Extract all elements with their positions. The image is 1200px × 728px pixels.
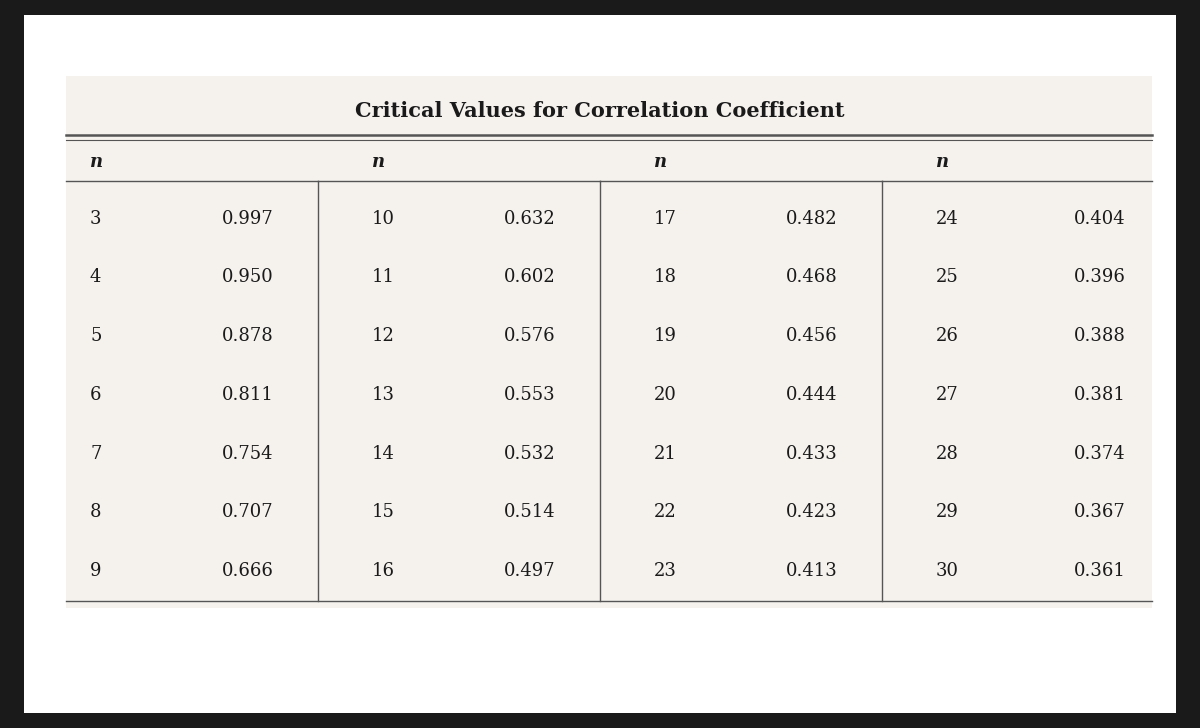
Text: 0.456: 0.456	[786, 327, 838, 345]
Text: 25: 25	[936, 269, 959, 286]
Text: 15: 15	[372, 504, 395, 521]
Text: 8: 8	[90, 504, 102, 521]
Text: Critical Values for Correlation Coefficient: Critical Values for Correlation Coeffici…	[355, 101, 845, 122]
Text: 3: 3	[90, 210, 102, 228]
Text: 0.602: 0.602	[504, 269, 556, 286]
Text: n: n	[372, 153, 385, 170]
Text: 0.707: 0.707	[222, 504, 274, 521]
Text: 12: 12	[372, 327, 395, 345]
Text: 26: 26	[936, 327, 959, 345]
Text: 23: 23	[654, 562, 677, 580]
Text: 0.468: 0.468	[786, 269, 838, 286]
Text: 0.388: 0.388	[1074, 327, 1126, 345]
Text: 16: 16	[372, 562, 395, 580]
Text: 0.514: 0.514	[504, 504, 556, 521]
Text: 0.361: 0.361	[1074, 562, 1126, 580]
Text: n: n	[654, 153, 667, 170]
Text: 0.433: 0.433	[786, 445, 838, 463]
Text: 30: 30	[936, 562, 959, 580]
Text: 6: 6	[90, 386, 102, 404]
Text: 19: 19	[654, 327, 677, 345]
Text: 13: 13	[372, 386, 395, 404]
Text: 0.754: 0.754	[222, 445, 274, 463]
Text: 5: 5	[90, 327, 101, 345]
Text: 22: 22	[654, 504, 677, 521]
Text: 20: 20	[654, 386, 677, 404]
Text: 0.532: 0.532	[504, 445, 556, 463]
Text: 0.553: 0.553	[504, 386, 556, 404]
Text: 11: 11	[372, 269, 395, 286]
Text: 0.576: 0.576	[504, 327, 556, 345]
Text: 27: 27	[936, 386, 959, 404]
Text: 0.374: 0.374	[1074, 445, 1126, 463]
Text: 0.367: 0.367	[1074, 504, 1126, 521]
Text: n: n	[936, 153, 949, 170]
Text: 0.950: 0.950	[222, 269, 274, 286]
Text: 4: 4	[90, 269, 101, 286]
Text: 28: 28	[936, 445, 959, 463]
Text: 21: 21	[654, 445, 677, 463]
Text: 9: 9	[90, 562, 102, 580]
Text: 14: 14	[372, 445, 395, 463]
Text: 0.404: 0.404	[1074, 210, 1126, 228]
Text: 0.666: 0.666	[222, 562, 274, 580]
Text: 0.381: 0.381	[1074, 386, 1126, 404]
Text: 0.413: 0.413	[786, 562, 838, 580]
Text: 24: 24	[936, 210, 959, 228]
Text: n: n	[90, 153, 103, 170]
Text: 0.444: 0.444	[786, 386, 838, 404]
Text: 18: 18	[654, 269, 677, 286]
Text: 29: 29	[936, 504, 959, 521]
Text: 0.482: 0.482	[786, 210, 838, 228]
Text: 7: 7	[90, 445, 101, 463]
Text: 0.423: 0.423	[786, 504, 838, 521]
Text: 17: 17	[654, 210, 677, 228]
Text: 0.396: 0.396	[1074, 269, 1126, 286]
Text: 0.632: 0.632	[504, 210, 556, 228]
Text: 0.497: 0.497	[504, 562, 556, 580]
Text: 0.878: 0.878	[222, 327, 274, 345]
Text: 10: 10	[372, 210, 395, 228]
Text: 0.997: 0.997	[222, 210, 274, 228]
Text: 0.811: 0.811	[222, 386, 274, 404]
